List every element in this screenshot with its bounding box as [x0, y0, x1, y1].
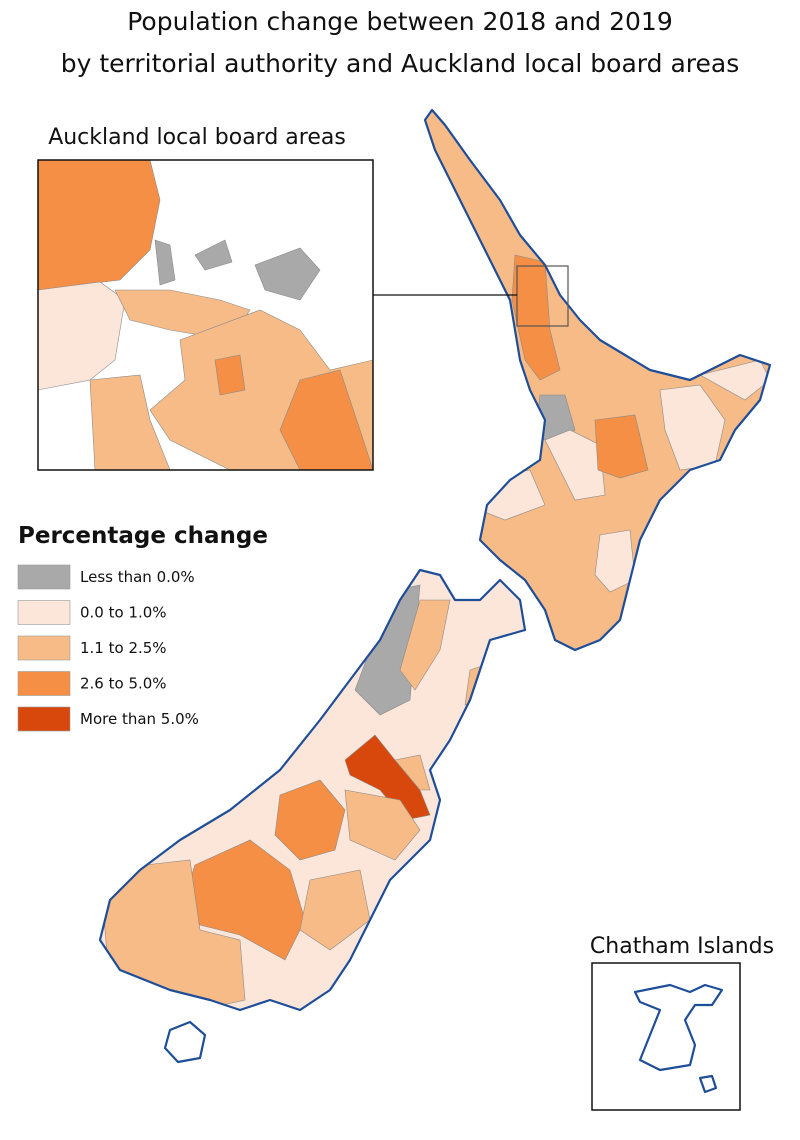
region [38, 160, 161, 291]
south-island [100, 570, 525, 1010]
inset-title: Auckland local board areas [48, 125, 346, 150]
north-island [425, 110, 770, 650]
legend-swatch [17, 635, 71, 661]
region [254, 247, 321, 301]
region [194, 239, 233, 271]
pitt-island [698, 1074, 718, 1094]
region [594, 529, 636, 593]
region [344, 789, 421, 861]
legend-title: Percentage change [18, 523, 268, 549]
inset-map [38, 160, 373, 470]
region [399, 599, 451, 691]
region [279, 369, 373, 470]
stewart-island [163, 1020, 207, 1064]
region [511, 254, 561, 381]
legend-label: Less than 0.0% [80, 568, 195, 586]
legend-swatch [17, 671, 71, 696]
region [394, 754, 431, 791]
region [299, 869, 371, 951]
title-line-1: Population change between 2018 and 2019 [127, 7, 672, 36]
region [38, 281, 126, 391]
legend-swatch [17, 564, 71, 590]
legend-label: 2.6 to 5.0% [80, 675, 167, 693]
region [274, 779, 346, 861]
region [214, 354, 246, 396]
legend-label: 1.1 to 2.5% [80, 639, 167, 657]
region [154, 239, 176, 286]
region [89, 374, 171, 470]
legend-swatch [17, 706, 71, 732]
legend-label: 0.0 to 1.0% [80, 604, 167, 622]
chatham-title: Chatham Islands [590, 934, 774, 959]
region [594, 414, 649, 479]
title-line-2: by territorial authority and Auckland lo… [61, 49, 739, 78]
legend-label: More than 5.0% [80, 710, 199, 728]
region [544, 429, 606, 501]
inset-marker [516, 265, 569, 327]
region [699, 359, 770, 401]
legend-swatch [17, 600, 71, 625]
chatham-island [633, 983, 724, 1072]
inset-frame [37, 159, 374, 471]
legend: Less than 0.0% 0.0 to 1.0% 1.1 to 2.5% 2.6 … [17, 564, 199, 732]
region [344, 734, 431, 821]
